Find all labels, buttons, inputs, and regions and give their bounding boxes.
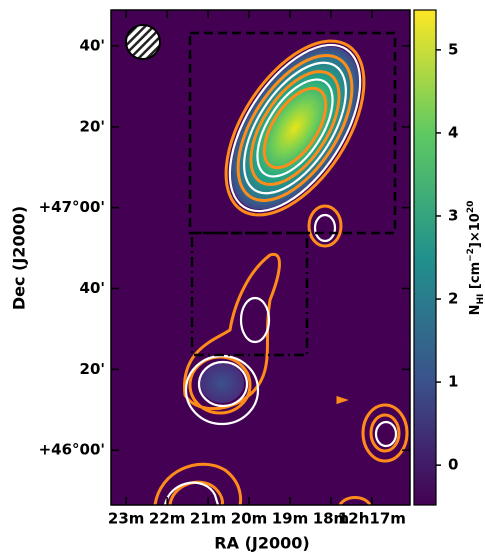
sky-image (111, 10, 410, 505)
y-tick-label: +46°00' (39, 441, 105, 459)
y-tick-label: +47°00' (39, 198, 105, 216)
colorbar-tick-label: 2 (448, 290, 458, 308)
x-tick-label: 12h17m (338, 510, 406, 528)
chart: RA (J2000) Dec (J2000) NHI [cm−2]×1020 2… (0, 0, 485, 554)
colorbar-tick-label: 1 (448, 373, 458, 391)
x-tick-label: 23m (108, 510, 145, 528)
colorbar-label: NHI [cm−2]×1020 (466, 201, 485, 316)
x-tick-label: 20m (231, 510, 268, 528)
colorbar-tick-label: 0 (448, 456, 458, 474)
y-axis-label: Dec (J2000) (10, 206, 29, 310)
x-tick-label: 19m (272, 510, 309, 528)
x-tick-label: 22m (149, 510, 186, 528)
x-axis-label: RA (J2000) (214, 534, 309, 553)
y-tick-label: 40' (80, 279, 105, 297)
x-tick-label: 21m (190, 510, 227, 528)
y-tick-label: 40' (80, 36, 105, 54)
colorbar-tick-label: 3 (448, 206, 458, 224)
colorbar-tick-label: 5 (448, 40, 458, 58)
y-tick-label: 20' (80, 117, 105, 135)
colorbar-tick-label: 4 (448, 123, 458, 141)
y-tick-label: 20' (80, 360, 105, 378)
colorbar (414, 10, 436, 505)
